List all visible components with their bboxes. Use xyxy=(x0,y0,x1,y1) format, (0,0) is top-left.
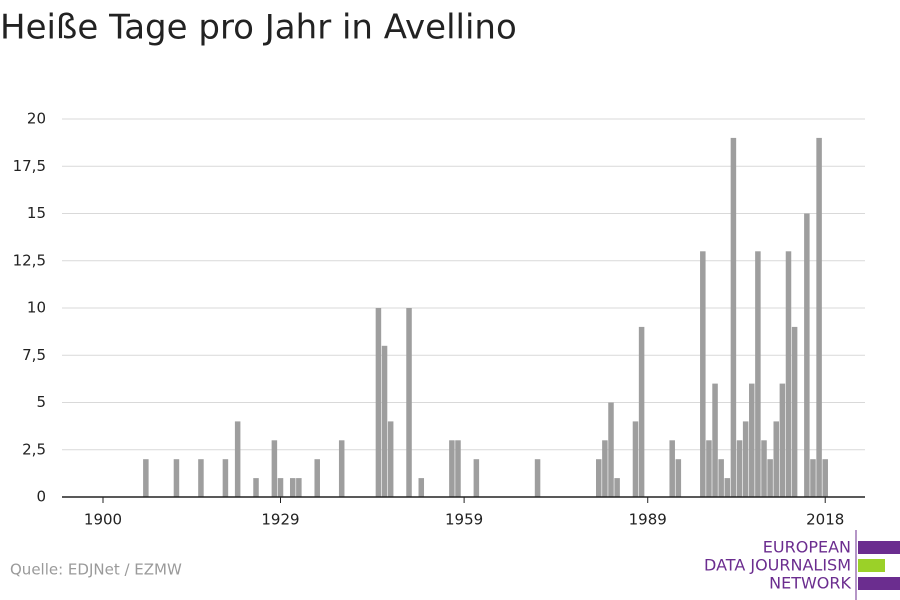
bar xyxy=(700,251,706,497)
y-tick-label: 12,5 xyxy=(13,251,46,269)
bar xyxy=(387,421,394,497)
bar xyxy=(234,421,241,497)
bar xyxy=(767,459,773,497)
bar xyxy=(222,459,229,497)
y-tick-label: 0 xyxy=(36,488,46,506)
bar xyxy=(314,459,320,497)
logo-bar xyxy=(858,577,900,590)
bar xyxy=(143,459,149,497)
bar xyxy=(638,326,645,497)
logo-text: NETWORK xyxy=(769,574,851,593)
y-tick-label: 7,5 xyxy=(22,346,46,364)
bar xyxy=(785,251,792,497)
bar xyxy=(173,459,180,497)
bar xyxy=(730,137,737,497)
bar xyxy=(736,440,743,497)
bar xyxy=(289,478,296,497)
bar xyxy=(816,137,822,497)
source: Quelle: EDJNet / EZMW xyxy=(10,561,182,579)
bar xyxy=(632,421,639,497)
bar xyxy=(338,440,345,497)
bar xyxy=(596,459,602,497)
bar xyxy=(375,308,382,497)
bar xyxy=(749,383,755,497)
bar xyxy=(718,459,724,497)
x-tick-label: 2018 xyxy=(806,511,844,529)
bar xyxy=(791,326,798,497)
logo-bar xyxy=(858,559,885,572)
bar xyxy=(761,440,767,497)
y-tick-label: 15 xyxy=(27,204,46,222)
bar xyxy=(773,421,780,497)
bar xyxy=(455,440,461,497)
x-tick-label: 1929 xyxy=(261,511,299,529)
bar xyxy=(418,478,425,497)
chart-title: Heiße Tage pro Jahr in Avellino xyxy=(0,8,517,48)
bar xyxy=(277,478,284,497)
bar xyxy=(602,440,608,497)
logo-bar xyxy=(858,541,900,554)
bar xyxy=(253,478,259,497)
x-tick-label: 1989 xyxy=(629,511,667,529)
bar xyxy=(406,308,412,497)
logo-text: EUROPEAN xyxy=(763,538,851,557)
bar xyxy=(755,251,761,497)
bar xyxy=(724,478,731,497)
bar xyxy=(381,345,388,497)
bar xyxy=(271,440,278,497)
y-tick-label: 5 xyxy=(36,393,46,411)
bar xyxy=(742,421,749,497)
bar xyxy=(614,478,620,497)
bar xyxy=(449,440,455,497)
y-tick-label: 20 xyxy=(27,110,46,128)
y-tick-label: 17,5 xyxy=(13,157,46,175)
bar xyxy=(296,478,302,497)
bar xyxy=(608,402,614,497)
logo-text: DATA JOURNALISM xyxy=(704,556,851,575)
bar xyxy=(675,459,682,497)
bar xyxy=(779,383,786,497)
bar xyxy=(706,440,712,497)
bar xyxy=(198,459,204,497)
bar xyxy=(822,459,828,497)
y-tick-label: 2,5 xyxy=(22,440,46,458)
bar xyxy=(810,459,816,497)
bar xyxy=(712,383,718,497)
bar xyxy=(473,459,480,497)
y-tick-label: 10 xyxy=(27,299,46,317)
bar xyxy=(534,459,541,497)
x-tick-label: 1900 xyxy=(84,511,122,529)
bar xyxy=(669,440,675,497)
x-tick-label: 1959 xyxy=(445,511,483,529)
bar xyxy=(804,213,810,497)
